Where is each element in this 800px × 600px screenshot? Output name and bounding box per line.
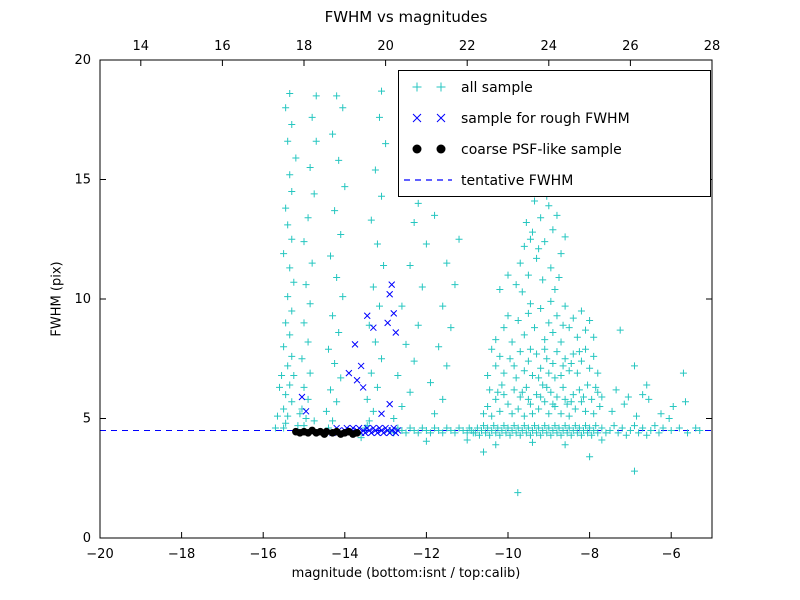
legend: all sample sample for rough FWHM coarse PS… [398,70,711,197]
x-top-tick-label: 16 [214,39,231,54]
legend-box [398,70,711,197]
legend-label: tentative FWHM [461,173,573,189]
y-tick-label: 0 [83,531,91,546]
x-bottom-tick-label: −18 [168,547,195,562]
x-bottom-tick-label: −16 [249,547,276,562]
x-bottom-tick-label: −12 [413,547,440,562]
legend-plus-marker-icon [436,82,446,92]
x-bottom-tick-label: −8 [580,547,599,562]
legend-x-marker-icon [412,113,422,123]
legend-x-marker-icon [436,113,446,123]
legend-label: coarse PSF-like sample [461,142,622,158]
legend-dot-marker-icon [436,144,446,154]
y-tick-label: 20 [74,53,91,68]
legend-label: all sample [461,80,533,96]
plot-area [100,87,712,497]
x-top-tick-label: 24 [541,39,558,54]
x-top-tick-label: 28 [704,39,721,54]
x-top-tick-label: 26 [622,39,639,54]
x-bottom-tick-label: −20 [86,547,113,562]
legend-dot-marker-icon [412,144,422,154]
x-bottom-tick-label: −6 [662,547,681,562]
legend-label: sample for rough FWHM [461,111,630,127]
y-tick-label: 5 [83,412,91,427]
x-bottom-tick-label: −14 [331,547,358,562]
series-dot [292,426,361,438]
chart-title: FWHM vs magnitudes [324,8,488,26]
x-top-tick-label: 22 [459,39,476,54]
x-bottom-tick-label: −10 [494,547,521,562]
legend-plus-marker-icon [412,82,422,92]
series-plus [271,87,704,497]
x-top-tick-label: 18 [296,39,313,54]
x-axis-label: magnitude (bottom:isnt / top:calib) [291,566,521,581]
y-tick-label: 15 [74,173,91,188]
x-top-tick-label: 14 [133,39,150,54]
series-x [298,281,402,437]
y-tick-label: 10 [74,292,91,307]
x-top-tick-label: 20 [377,39,394,54]
